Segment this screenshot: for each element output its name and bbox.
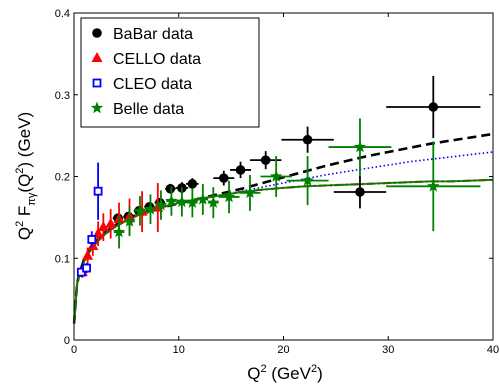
belle-point xyxy=(154,198,168,211)
belle-point xyxy=(222,190,236,203)
babar-point xyxy=(187,179,198,189)
legend-entry-belle: Belle data xyxy=(90,101,184,118)
y-tick-label: 0 xyxy=(64,335,70,347)
cello-point xyxy=(97,221,109,232)
legend-marker-babar xyxy=(92,28,102,38)
legend-entry-cello: CELLO data xyxy=(91,51,201,68)
babar-point xyxy=(218,173,229,183)
belle-point xyxy=(165,194,178,207)
belle-point xyxy=(112,225,126,238)
x-tick-label: 30 xyxy=(382,344,394,356)
legend-label-cello: CELLO data xyxy=(113,51,201,68)
legend-box xyxy=(80,17,260,128)
belle-point xyxy=(175,195,189,208)
y-tick-label: 0.3 xyxy=(55,90,70,102)
y-tick-label: 0.4 xyxy=(55,8,70,20)
series-belle xyxy=(112,118,481,249)
legend-entry-cleo: CLEO data xyxy=(92,76,192,93)
cleo-point xyxy=(82,263,91,273)
cleo-point xyxy=(93,186,103,196)
babar-point xyxy=(302,134,313,145)
belle-point xyxy=(427,179,440,192)
babar-point xyxy=(235,165,246,175)
babar-point xyxy=(355,187,365,197)
cello-point xyxy=(87,239,99,250)
legend-marker-belle xyxy=(90,101,104,114)
belle-point xyxy=(144,202,157,215)
legend-label-babar: BaBar data xyxy=(113,26,193,43)
axis-ticks: 0 10 20 30 40 0 0.1 0.2 0.3 0.4 xyxy=(55,8,499,356)
y-tick-label: 0.1 xyxy=(55,253,70,265)
belle-point xyxy=(133,204,147,217)
theory-curve-dashed xyxy=(72,132,494,324)
cello-point xyxy=(105,217,117,228)
legend-marker-cello xyxy=(91,52,103,62)
belle-point xyxy=(270,170,283,182)
x-tick-label: 10 xyxy=(173,344,185,356)
babar-point xyxy=(260,155,271,165)
legend-entry-babar: BaBar data xyxy=(92,26,193,43)
y-axis-title: Q2 Fπγ(Q2) (GeV) xyxy=(14,112,38,240)
belle-point xyxy=(186,196,199,208)
x-axis-title: Q2 (GeV2) xyxy=(247,363,323,383)
belle-point xyxy=(353,140,367,153)
series-cleo xyxy=(76,162,103,278)
theory-curves xyxy=(72,132,494,324)
y-tick-label: 0.2 xyxy=(55,172,70,184)
legend-marker-cleo xyxy=(92,78,102,88)
theory-curve-solid xyxy=(73,178,494,324)
legend: BaBar data CELLO data CLEO data Belle data xyxy=(80,17,260,128)
x-tick-label: 20 xyxy=(277,344,289,356)
belle-point xyxy=(207,196,220,208)
belle-point xyxy=(123,215,136,227)
legend-label-cleo: CLEO data xyxy=(113,76,192,93)
x-tick-label: 40 xyxy=(487,344,499,356)
theory-curve-dashdot xyxy=(73,178,494,324)
babar-point xyxy=(165,183,176,194)
legend-label-belle: Belle data xyxy=(113,101,184,118)
cello-point xyxy=(82,249,94,260)
belle-point xyxy=(196,192,209,205)
x-tick-label: 0 xyxy=(71,344,77,356)
belle-point xyxy=(243,186,257,199)
babar-point xyxy=(428,102,439,112)
cleo-point xyxy=(87,235,97,244)
belle-point xyxy=(301,174,314,186)
data-points xyxy=(76,75,481,278)
